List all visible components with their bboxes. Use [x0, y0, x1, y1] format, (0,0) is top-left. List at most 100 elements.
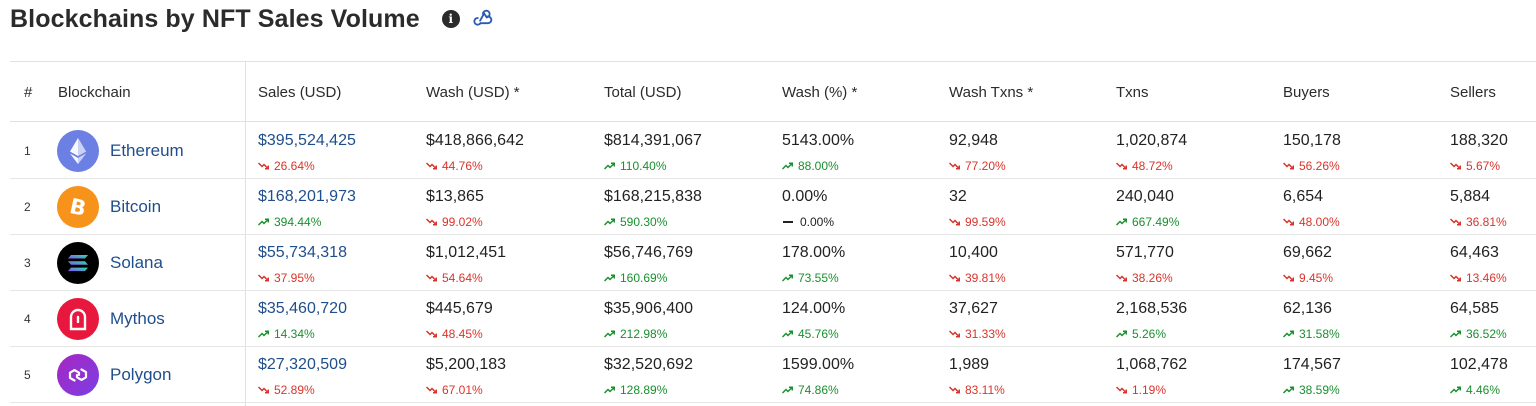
wash-txns-value: 92,948 [949, 132, 998, 149]
trend-down-icon [1283, 218, 1294, 226]
wash-txns-value: 10,400 [949, 244, 998, 261]
blockchain-name-link[interactable]: Polygon [110, 365, 172, 384]
change-value: 0.00% [800, 215, 835, 229]
trend-up-icon [604, 218, 615, 226]
trend-up-icon [782, 274, 793, 282]
blockchain-name-link[interactable]: Solana [110, 253, 163, 272]
change-value: 36.52% [1466, 327, 1507, 341]
buyers-value: 150,178 [1283, 132, 1341, 149]
col-header-rank[interactable]: # [24, 84, 33, 101]
table-row[interactable]: 3 Solana $55,734,318 37.95% $1,012,451 54.64%… [10, 235, 1536, 291]
table-header-row: # Blockchain Sales (USD) Wash (USD) * To… [10, 62, 1536, 122]
change-value: 37.95% [274, 271, 315, 285]
info-icon[interactable]: i [441, 10, 460, 28]
sales-value[interactable]: $35,460,720 [258, 300, 347, 317]
col-header-total[interactable]: Total (USD) [604, 84, 682, 101]
rank-cell: 2 [24, 200, 31, 214]
page-header: Blockchains by NFT Sales Volume i [10, 2, 494, 36]
txns-change: 38.26% [1116, 271, 1173, 285]
change-value: 67.01% [442, 383, 483, 397]
blockchain-name-link[interactable]: Ethereum [110, 141, 184, 160]
sellers-value: 64,585 [1450, 300, 1499, 317]
wash-txns-value: 37,627 [949, 300, 998, 317]
change-value: 48.72% [1132, 159, 1173, 173]
trend-up-icon [258, 218, 269, 226]
polygon-logo[interactable] [57, 354, 99, 396]
blockchain-name-link[interactable]: Mythos [110, 309, 165, 328]
rank-cell: 3 [24, 256, 31, 270]
col-header-wash-usd[interactable]: Wash (USD) * [426, 84, 520, 101]
sales-value[interactable]: $168,201,973 [258, 188, 356, 205]
trend-down-icon [949, 330, 960, 338]
change-value: 212.98% [620, 327, 668, 341]
buyers-change: 48.00% [1283, 215, 1340, 229]
txns-change: 1.19% [1116, 383, 1166, 397]
ethereum-logo[interactable] [57, 130, 99, 172]
wash-usd-value: $1,012,451 [426, 244, 507, 261]
rank-cell: 4 [24, 312, 31, 326]
table-row[interactable]: 5 Polygon $27,320,509 52.89% $5,200,183 67.01… [10, 347, 1536, 403]
trend-down-icon [426, 162, 437, 170]
change-value: 31.58% [1299, 327, 1340, 341]
total-change: 128.89% [604, 383, 667, 397]
change-value: 14.34% [274, 327, 315, 341]
table-row[interactable]: 2 B Bitcoin $168,201,973 394.44% $13,865 99.02… [10, 179, 1536, 235]
wash-usd-change: 54.64% [426, 271, 483, 285]
buyers-change: 56.26% [1283, 159, 1340, 173]
wash-usd-change: 99.02% [426, 215, 483, 229]
rank-cell: 1 [24, 144, 31, 158]
wash-usd-value: $13,865 [426, 188, 484, 205]
sales-value[interactable]: $27,320,509 [258, 356, 347, 373]
col-header-blockchain[interactable]: Blockchain [58, 84, 131, 101]
table-row[interactable]: 4 Mythos $35,460,720 14.34% $445,679 48.45% $3… [10, 291, 1536, 347]
table-row[interactable]: 1 Ethereum $395,524,425 26.64% $418,866,642 4… [10, 123, 1536, 179]
trend-up-icon [258, 330, 269, 338]
wash-pct-value: 178.00% [782, 244, 846, 261]
col-header-txns[interactable]: Txns [1116, 84, 1149, 101]
wash-txns-change: 77.20% [949, 159, 1006, 173]
webhook-icon[interactable] [472, 8, 494, 30]
mythos-logo[interactable] [57, 298, 99, 340]
txns-change: 667.49% [1116, 215, 1179, 229]
col-header-sellers[interactable]: Sellers [1450, 84, 1496, 101]
trend-down-icon [1450, 274, 1461, 282]
trend-up-icon [782, 330, 793, 338]
buyers-change: 38.59% [1283, 383, 1340, 397]
change-value: 36.81% [1466, 215, 1507, 229]
trend-down-icon [258, 274, 269, 282]
change-value: 4.46% [1466, 383, 1501, 397]
wash-usd-change: 67.01% [426, 383, 483, 397]
change-value: 38.59% [1299, 383, 1340, 397]
sales-value[interactable]: $395,524,425 [258, 132, 356, 149]
sellers-value: 102,478 [1450, 356, 1508, 373]
page-title: Blockchains by NFT Sales Volume [10, 4, 420, 33]
trend-up-icon [604, 330, 615, 338]
total-value: $56,746,769 [604, 244, 693, 261]
change-value: 5.26% [1132, 327, 1167, 341]
bitcoin-logo[interactable]: B [57, 186, 99, 228]
col-header-wash-txns[interactable]: Wash Txns * [949, 84, 1034, 101]
change-value: 26.64% [274, 159, 315, 173]
wash-usd-value: $418,866,642 [426, 132, 524, 149]
wash-usd-value: $5,200,183 [426, 356, 507, 373]
trend-up-icon [604, 386, 615, 394]
trend-up-icon [604, 162, 615, 170]
txns-value: 2,168,536 [1116, 300, 1188, 317]
wash-pct-value: 1599.00% [782, 356, 855, 373]
col-header-wash-pct[interactable]: Wash (%) * [782, 84, 858, 101]
col-header-sales[interactable]: Sales (USD) [258, 84, 342, 101]
col-header-buyers[interactable]: Buyers [1283, 84, 1330, 101]
sellers-change: 5.67% [1450, 159, 1500, 173]
change-value: 128.89% [620, 383, 668, 397]
sales-value[interactable]: $55,734,318 [258, 244, 347, 261]
blockchain-name-link[interactable]: Bitcoin [110, 197, 162, 216]
change-value: 88.00% [798, 159, 839, 173]
trend-up-icon [782, 386, 793, 394]
solana-logo[interactable] [57, 242, 99, 284]
trend-down-icon [1283, 274, 1294, 282]
sales-change: 52.89% [258, 383, 315, 397]
trend-down-icon [426, 330, 437, 338]
blockchain-table: # Blockchain Sales (USD) Wash (USD) * To… [10, 61, 1536, 406]
total-value: $32,520,692 [604, 356, 693, 373]
wash-pct-change: 45.76% [782, 327, 839, 341]
